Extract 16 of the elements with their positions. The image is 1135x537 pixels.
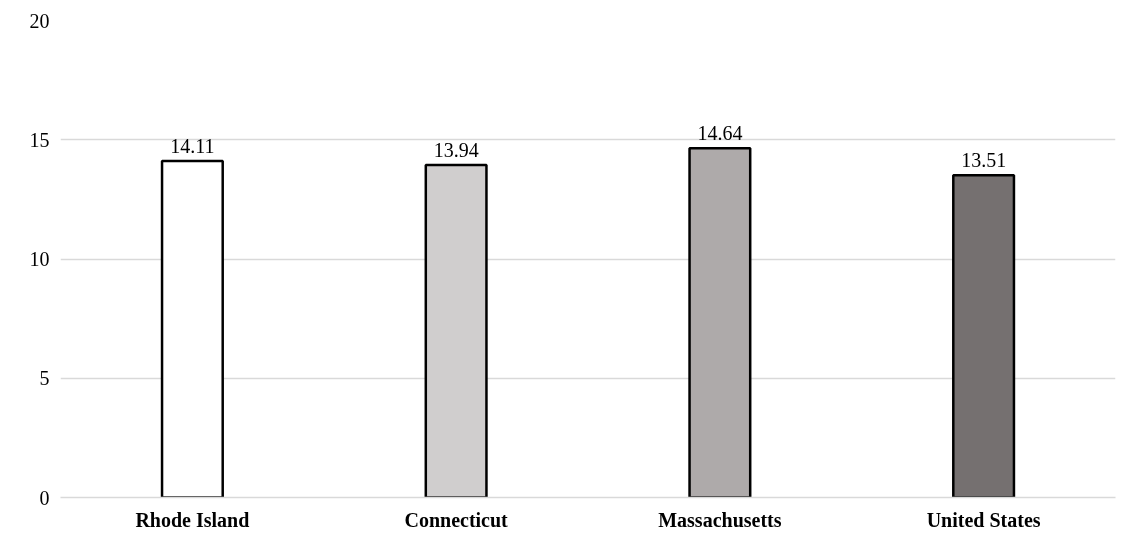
- data-label: 14.11: [170, 134, 215, 157]
- data-label: 14.64: [697, 122, 743, 145]
- x-tick-label: Connecticut: [404, 508, 509, 531]
- bar: [688, 147, 752, 498]
- y-tick-label: 5: [39, 367, 50, 390]
- bar: [952, 174, 1016, 498]
- y-tick-label: 10: [29, 248, 50, 270]
- x-tick-label: Massachusetts: [658, 508, 782, 531]
- data-label: 13.51: [961, 149, 1007, 172]
- x-tick-label: United States: [926, 508, 1041, 531]
- y-tick-label: 15: [29, 128, 50, 151]
- y-tick-label: 20: [29, 9, 50, 32]
- bar: [160, 159, 224, 498]
- data-label: 13.94: [433, 139, 479, 162]
- y-tick-label: 0: [39, 486, 50, 509]
- x-tick-label: Rhode Island: [135, 508, 250, 531]
